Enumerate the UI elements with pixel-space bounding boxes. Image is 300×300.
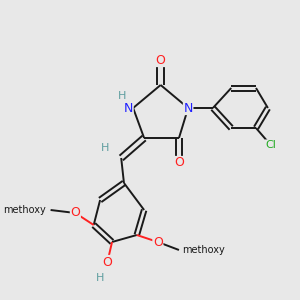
Text: O: O — [153, 236, 163, 248]
Text: O: O — [70, 206, 80, 220]
Text: H: H — [100, 143, 109, 153]
Text: H: H — [118, 91, 126, 101]
Text: H: H — [96, 273, 104, 283]
Text: methoxy: methoxy — [182, 245, 224, 255]
Text: O: O — [103, 256, 112, 268]
Text: Cl: Cl — [265, 140, 276, 150]
Text: N: N — [124, 101, 133, 115]
Text: O: O — [174, 157, 184, 169]
Text: N: N — [183, 101, 193, 115]
Text: methoxy: methoxy — [3, 205, 46, 215]
Text: O: O — [156, 53, 166, 67]
